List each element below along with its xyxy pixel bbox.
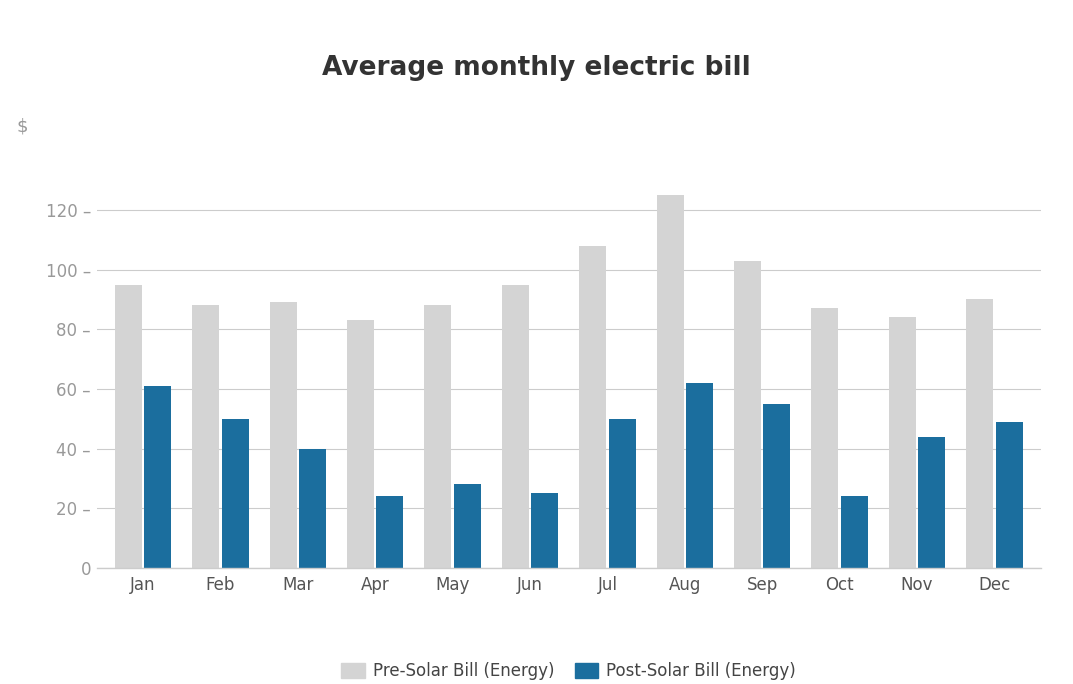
Bar — [454, 484, 481, 568]
Text: $: $ — [16, 117, 28, 135]
Legend: Pre-Solar Bill (Energy), Post-Solar Bill (Energy): Pre-Solar Bill (Energy), Post-Solar Bill… — [335, 655, 803, 684]
Bar — [811, 308, 838, 568]
Bar — [918, 436, 945, 568]
Bar — [115, 285, 142, 568]
Bar — [686, 383, 714, 568]
Bar — [996, 421, 1023, 568]
Bar — [657, 195, 684, 568]
Bar — [734, 261, 761, 568]
Bar — [579, 246, 606, 568]
Bar — [221, 419, 249, 568]
Bar — [888, 317, 916, 568]
Bar — [502, 285, 529, 568]
Bar — [377, 496, 403, 568]
Bar — [531, 493, 558, 568]
Bar — [424, 306, 452, 568]
Bar — [966, 300, 994, 568]
Bar — [608, 419, 635, 568]
Bar — [144, 386, 172, 568]
Text: Average monthly electric bill: Average monthly electric bill — [322, 55, 751, 81]
Bar — [192, 306, 219, 568]
Bar — [299, 449, 326, 568]
Bar — [347, 320, 374, 568]
Bar — [269, 302, 296, 568]
Bar — [841, 496, 868, 568]
Bar — [763, 404, 791, 568]
